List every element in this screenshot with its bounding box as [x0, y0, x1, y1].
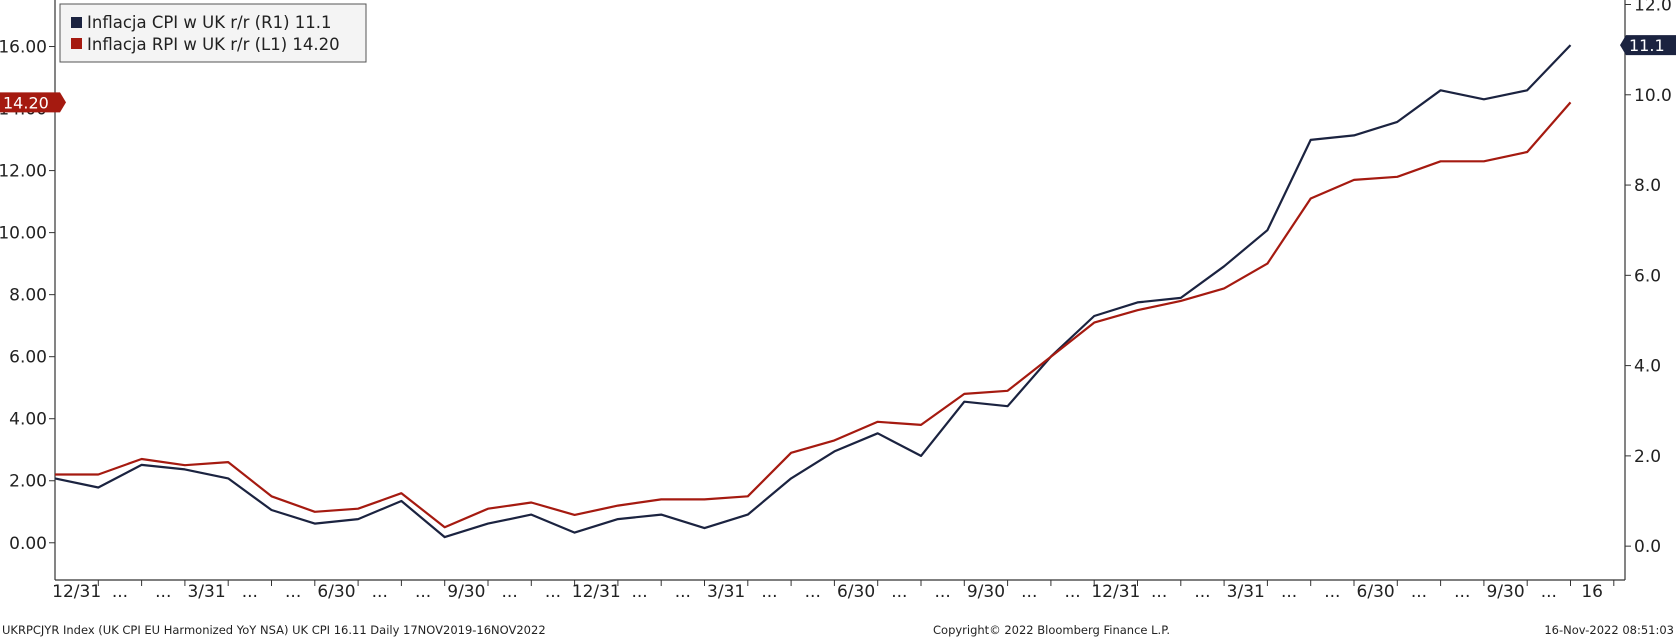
- right-tick-label: 0.0: [1634, 537, 1661, 557]
- x-tick-label: 6/30: [317, 582, 355, 602]
- footer-timestamp: 16-Nov-2022 08:51:03: [1544, 623, 1674, 637]
- right-tick-label: 2.0: [1634, 447, 1661, 467]
- series-line-1: [55, 101, 1572, 529]
- left-tick-label: 6.00: [9, 348, 47, 368]
- x-tick-label: 12/31: [52, 582, 101, 602]
- x-tick-label: 6/30: [837, 582, 875, 602]
- x-tick-label: ...: [545, 582, 561, 602]
- legend-swatch-rpi: [71, 38, 82, 49]
- x-tick-label: ...: [1064, 582, 1080, 602]
- x-tick-label: ...: [242, 582, 258, 602]
- x-tick-label: ...: [1411, 582, 1427, 602]
- x-tick-label: ...: [1454, 582, 1470, 602]
- right-tick-label: 12.0: [1634, 0, 1672, 16]
- right-axis-ticks: 0.0 2.0 4.0 6.0 8.0 10.0 12.0: [1625, 0, 1672, 557]
- x-tick-label: ...: [761, 582, 777, 602]
- x-tick-label: ...: [1021, 582, 1037, 602]
- x-tick-label: ...: [1541, 582, 1557, 602]
- left-tick-label: 12.00: [0, 162, 47, 182]
- x-tick-label: ...: [1151, 582, 1167, 602]
- x-tick-label: ...: [675, 582, 691, 602]
- series-line-0: [54, 44, 1572, 539]
- left-tick-label: 4.00: [9, 410, 47, 430]
- x-tick-label: ...: [372, 582, 388, 602]
- legend-box: [59, 3, 367, 63]
- x-tick-label: ...: [1324, 582, 1340, 602]
- x-tick-label: 9/30: [967, 582, 1005, 602]
- x-tick-label: ...: [935, 582, 951, 602]
- x-tick-label: ...: [891, 582, 907, 602]
- last-value-label-rpi: 14.20: [3, 93, 49, 112]
- x-tick-label: 6/30: [1357, 582, 1395, 602]
- left-tick-label: 16.00: [0, 38, 47, 58]
- legend-label-cpi: Inflacja CPI w UK r/r (R1) 11.1: [87, 13, 332, 32]
- x-tick-label: ...: [155, 582, 171, 602]
- x-tick-label: ...: [415, 582, 431, 602]
- x-tick-label: 16: [1581, 582, 1603, 602]
- x-tick-label: ...: [285, 582, 301, 602]
- legend: Inflacja CPI w UK r/r (R1) 11.1 Inflacja…: [59, 3, 367, 63]
- x-tick-label: ...: [112, 582, 128, 602]
- legend-label-rpi: Inflacja RPI w UK r/r (L1) 14.20: [87, 35, 340, 54]
- x-tick-label: ...: [1281, 582, 1297, 602]
- last-value-badge-cpi: [1620, 35, 1676, 56]
- last-value-label-cpi: 11.1: [1629, 36, 1665, 55]
- x-tick-label: 9/30: [1486, 582, 1524, 602]
- last-value-badges: 11.1 14.20: [0, 35, 1676, 113]
- x-tick-label: ...: [1194, 582, 1210, 602]
- footer-source: UKRPCJYR Index (UK CPI EU Harmonized YoY…: [2, 623, 546, 637]
- x-tick-label: 12/31: [1091, 582, 1140, 602]
- left-tick-label: 2.00: [9, 472, 47, 492]
- left-tick-label: 0.00: [9, 534, 47, 554]
- series-layer: [54, 44, 1572, 539]
- right-tick-label: 10.0: [1634, 86, 1672, 106]
- x-tick-label: 3/31: [707, 582, 745, 602]
- x-tick-label: 3/31: [1227, 582, 1265, 602]
- legend-swatch-cpi: [71, 17, 82, 28]
- plot-area: [54, 0, 1626, 581]
- x-tick-label: 3/31: [187, 582, 225, 602]
- x-tick-label: ...: [502, 582, 518, 602]
- x-tick-label: ...: [631, 582, 647, 602]
- right-tick-label: 6.0: [1634, 266, 1661, 286]
- x-tick-label: 9/30: [447, 582, 485, 602]
- x-axis-ticks: 12/31...... 3/31...... 6/30...... 9/30.....…: [52, 580, 1615, 602]
- footer-copyright: Copyright© 2022 Bloomberg Finance L.P.: [933, 623, 1170, 637]
- x-tick-label: 12/31: [572, 582, 621, 602]
- x-tick-label: ...: [805, 582, 821, 602]
- last-value-badge-rpi: [0, 92, 66, 113]
- right-tick-label: 4.0: [1634, 357, 1661, 377]
- left-tick-label: 8.00: [9, 286, 47, 306]
- right-tick-label: 8.0: [1634, 176, 1661, 196]
- left-tick-label: 10.00: [0, 224, 47, 244]
